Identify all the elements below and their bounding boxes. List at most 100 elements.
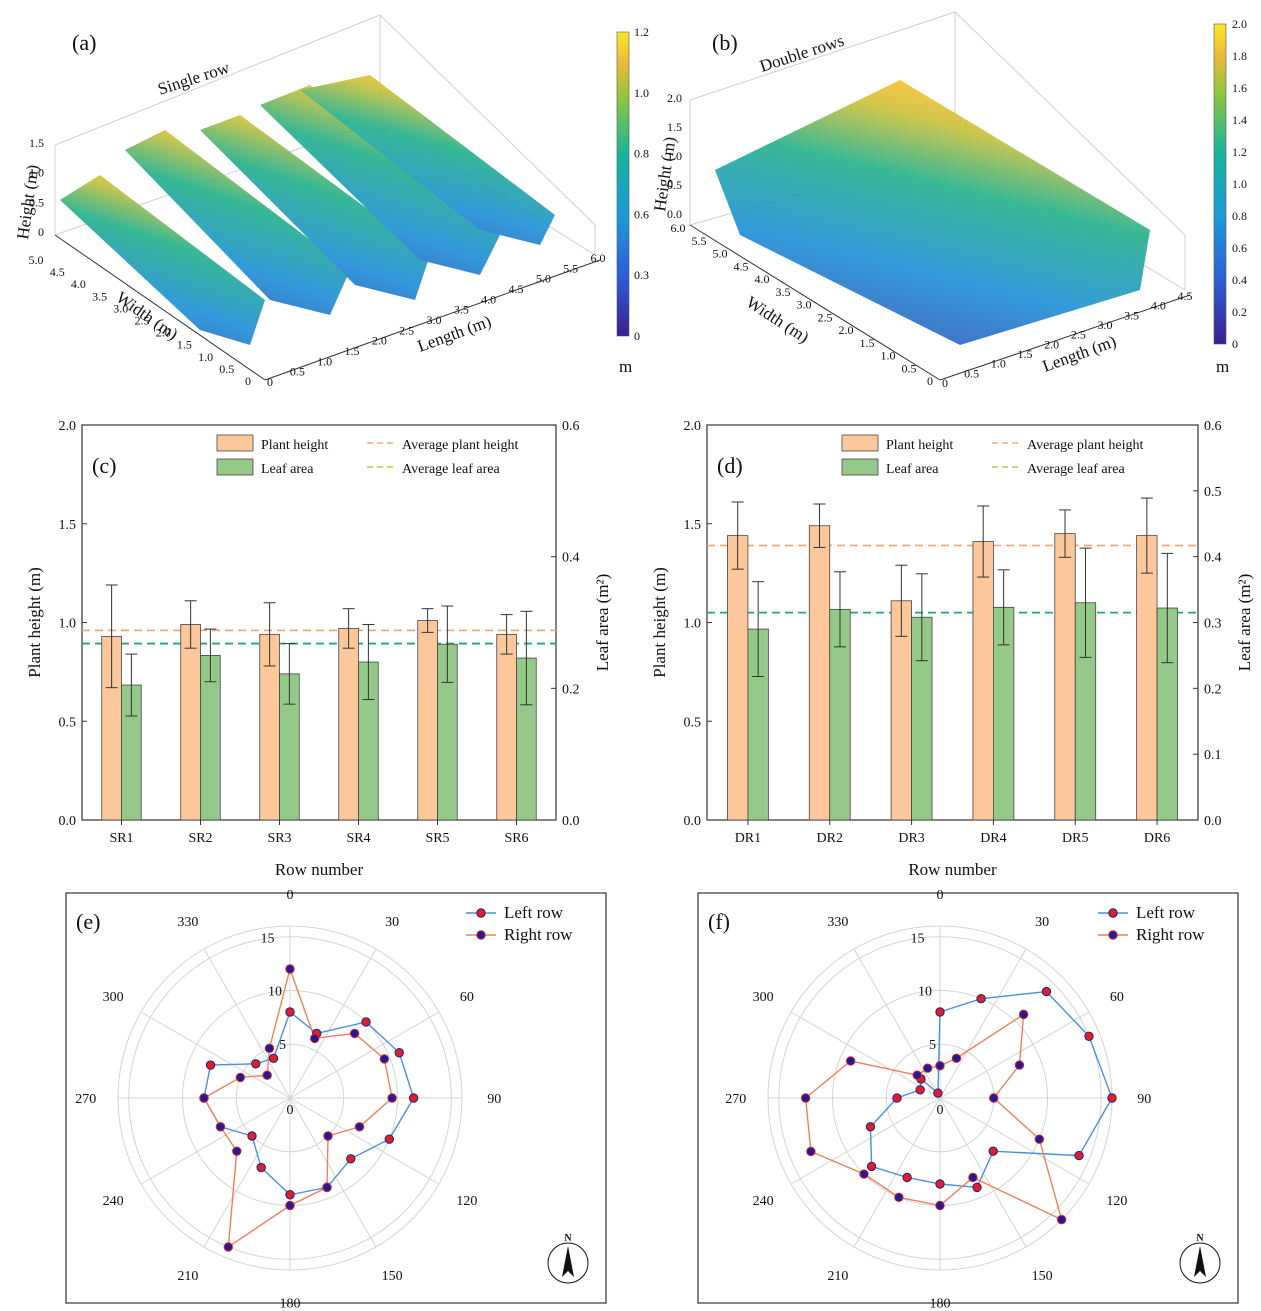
left-row-point (285, 1190, 295, 1200)
panel-a-length-tick: 4.0 (481, 292, 496, 306)
right-row-point (935, 1061, 945, 1071)
plant-height-bar (727, 535, 749, 821)
panel-b-height-tick: 0.5 (667, 178, 682, 192)
legend-plant-height-swatch (216, 434, 254, 452)
panel-b-length-tick: 0 (942, 376, 948, 390)
panel-b-point-cloud (715, 80, 1150, 345)
legend-marker-swatch (476, 908, 486, 918)
polar-spoke (853, 1097, 941, 1248)
y2-tick-label: 0.1 (1204, 748, 1222, 763)
left-row-point (935, 1179, 945, 1189)
polar-radial-label: 0 (287, 1103, 294, 1118)
panel-b-height-tick: 1.0 (667, 149, 682, 163)
y-tick-label: 0.0 (684, 814, 702, 829)
panel-a-length-ticks: 0 0.5 1.0 1.5 2.0 2.5 3.0 3.5 4.0 4.5 5.0 5.5 6.0 (267, 251, 606, 389)
panel-a-colorbar-tick: 1.0 (634, 86, 649, 100)
polar-angle-label: 270 (725, 1092, 746, 1107)
x-tick-label: DR1 (735, 831, 761, 846)
x-tick-label: SR5 (425, 831, 449, 846)
x-tick-label: SR4 (346, 831, 370, 846)
polar-spoke (289, 1011, 440, 1099)
panel-a-length-tick: 0.5 (290, 365, 305, 379)
panel-b-colorbar-ticks: 2.0 1.8 1.6 1.4 1.2 1.0 0.8 0.6 0.4 0.2 0 (1232, 17, 1247, 351)
left-row-point (361, 1017, 371, 1027)
left-row-point (1107, 1093, 1117, 1103)
polar-radial-label: 0 (937, 1103, 944, 1118)
panel-b-width-axis-line (689, 224, 941, 381)
left-row-point (256, 1162, 266, 1173)
panel-a-3d-plot: (a) Single row Height (m) Width (m) Leng… (13, 14, 649, 389)
right-row-point (912, 1070, 922, 1080)
panel-a-width-tick: 1.5 (177, 338, 192, 352)
polar-angle-label: 120 (1106, 1194, 1127, 1209)
polar-spoke (289, 948, 377, 1099)
panel-a-width-tick: 0.5 (219, 362, 234, 376)
right-row-point (235, 1072, 246, 1083)
right-row-point (951, 1053, 962, 1063)
panel-a-width-tick: 4.5 (50, 265, 65, 279)
x-tick-label: DR4 (980, 831, 1006, 846)
x-tick-label: SR2 (188, 831, 212, 846)
polar-angle-label: 330 (177, 915, 198, 930)
legend-marker-swatch (476, 930, 486, 940)
right-row-point (379, 1054, 390, 1064)
y-tick-label: 1.5 (684, 518, 702, 533)
panel-a-length-tick: 5.5 (563, 261, 578, 275)
left-row-point (251, 1059, 261, 1069)
panel-a-colorbar-tick: 0 (634, 329, 640, 343)
legend-label: Right row (504, 925, 573, 944)
panel-a-length-tick: 1.0 (317, 354, 332, 368)
left-row-point (972, 1182, 982, 1193)
polar-angle-label: 0 (287, 888, 294, 903)
panel-a-width-tick: 0 (245, 374, 251, 388)
y-tick-label: 2.0 (59, 419, 77, 434)
polar-spoke (790, 1011, 941, 1099)
panel-a-colorbar-tick: 0.6 (634, 207, 649, 221)
panel-b-width-tick: 5.0 (713, 247, 728, 261)
panel-b-width-tick: 4.0 (755, 272, 770, 286)
polar-angle-label: 60 (460, 990, 474, 1005)
panel-a-length-tick: 6.0 (591, 251, 606, 265)
y-tick-label: 0.5 (59, 715, 77, 730)
x-tick-label: DR6 (1144, 831, 1170, 846)
panel-a-width-tick: 3.0 (113, 301, 128, 315)
right-row-point (800, 1093, 811, 1103)
panel-b-colorbar-tick: 0.4 (1232, 273, 1247, 287)
left-row-point (865, 1122, 876, 1132)
y2-tick-label: 0.2 (1204, 682, 1222, 697)
right-row-point (264, 1043, 275, 1054)
left-row-point (1074, 1150, 1084, 1161)
panel-b-height-tick: 2.0 (667, 91, 682, 105)
y-tick-label: 0.5 (684, 715, 702, 730)
panel-a-width-tick: 2.0 (156, 326, 171, 340)
left-row-point (935, 1007, 945, 1017)
panel-a-length-tick: 4.5 (509, 282, 524, 296)
x-tick-label: SR3 (267, 831, 291, 846)
right-row-point (1034, 1134, 1045, 1144)
polar-spoke (203, 1097, 291, 1248)
panel-a-colorbar (616, 31, 630, 337)
panel-b-width-tick: 3.5 (776, 285, 791, 299)
panel-b-tag: (b) (712, 30, 738, 55)
panel-tag: (c) (92, 453, 116, 478)
panel-b-length-tick: 3.5 (1124, 308, 1139, 322)
right-row-point (387, 1093, 397, 1103)
right-row-point (323, 1131, 333, 1141)
panel-a-length-axis-line (264, 259, 601, 381)
y2-axis-label: Leaf area (m²) (593, 574, 612, 672)
panel-a-length-tick: 1.5 (345, 344, 360, 358)
panel-b-width-tick: 1.5 (860, 336, 875, 350)
north-arrow-needle-icon (562, 1246, 574, 1277)
left-row-point (408, 1093, 419, 1103)
panel-b-colorbar-tick: 1.8 (1232, 49, 1247, 63)
polar-angle-label: 60 (1110, 990, 1124, 1005)
panel-tag: (f) (708, 909, 730, 934)
y-tick-label: 1.0 (684, 617, 702, 632)
legend-leaf-area-label: Leaf area (886, 462, 939, 477)
left-row-point (892, 1093, 902, 1103)
polar-radial-label: 5 (929, 1038, 936, 1053)
legend-label: Right row (1136, 925, 1205, 944)
polar-angle-label: 90 (487, 1092, 501, 1107)
panel-b-length-ticks: 0 0.5 1.0 1.5 2.0 2.5 3.0 3.5 4.0 4.5 (942, 289, 1193, 390)
panel-b-title: Double rows (757, 31, 846, 76)
